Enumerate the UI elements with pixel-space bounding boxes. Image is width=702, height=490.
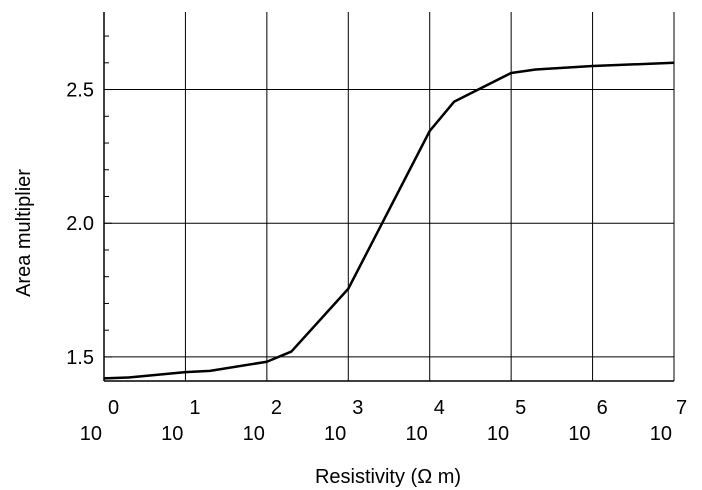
- series-layer: [103, 61, 675, 380]
- x-tick-exponent: 7: [676, 397, 687, 419]
- y-tick-labels: 1.5 2.0 2.5: [66, 80, 94, 369]
- x-tick-exponent: 5: [515, 397, 526, 419]
- y-tick-label: 2.5: [66, 80, 94, 102]
- x-tick-base: 10: [650, 423, 672, 445]
- x-tick-base: 10: [405, 423, 427, 445]
- x-tick-exponent: 1: [189, 397, 200, 419]
- x-tick-base: 10: [161, 423, 183, 445]
- x-axis-label: Resistivity (Ω m): [315, 466, 461, 488]
- x-tick-base: 10: [487, 423, 509, 445]
- x-tick-base: 10: [80, 423, 102, 445]
- x-tick-exponent: 4: [434, 397, 445, 419]
- y-tick-label: 1.5: [66, 347, 94, 369]
- y-tick-label: 2.0: [66, 213, 94, 235]
- x-tick-base: 10: [568, 423, 590, 445]
- y-axis-label: Area multiplier: [13, 169, 35, 297]
- x-tick-base: 10: [324, 423, 346, 445]
- x-tick-base: 10: [243, 423, 265, 445]
- series-line: [103, 61, 675, 380]
- x-tick-exponent: 0: [108, 397, 119, 419]
- y-minor-ticks: [104, 35, 112, 358]
- x-tick-exponent: 6: [597, 397, 608, 419]
- x-tick-exponent: 2: [271, 397, 282, 419]
- x-tick-exponent: 3: [352, 397, 363, 419]
- grid-lines: [104, 12, 675, 381]
